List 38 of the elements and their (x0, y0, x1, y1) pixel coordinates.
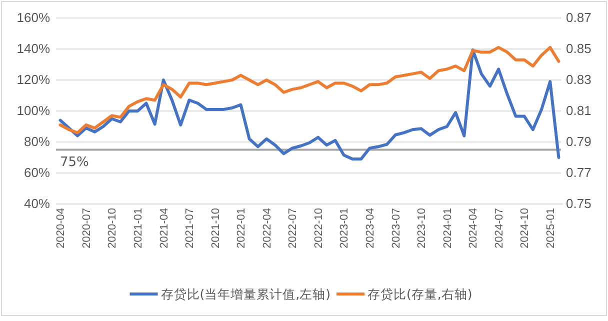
x-tick-label: 2020-04 (55, 208, 68, 248)
y-tick-label: 60% (24, 165, 50, 180)
y-tick-label: 100% (16, 103, 50, 118)
legend-label: 存贷比(当年增量累计值,左轴) (160, 286, 330, 302)
x-tick-label: 2020-10 (106, 208, 119, 248)
y-tick-label: 40% (24, 196, 50, 212)
x-tick-label: 2022-07 (287, 208, 300, 248)
y2-tick-label: 0.81 (566, 103, 592, 118)
legend-label: 存贷比(存量,右轴) (368, 286, 472, 302)
x-tick-label: 2025-01 (544, 208, 557, 248)
y-tick-label: 140% (16, 41, 50, 56)
y-tick-label: 160% (16, 10, 50, 26)
line-series (58, 46, 560, 134)
x-tick-label: 2022-01 (236, 208, 248, 248)
y2-tick-label: 0.85 (566, 41, 592, 56)
y-tick-label: 120% (16, 72, 50, 88)
x-tick-label: 2021-04 (158, 208, 170, 248)
x-tick-label: 2024-04 (468, 208, 480, 248)
x-tick-label: 2021-01 (132, 208, 144, 248)
x-tick-label: 2023-04 (364, 208, 377, 248)
x-tick-label: 2020-07 (80, 208, 93, 248)
y2-tick-label: 0.83 (566, 72, 592, 88)
x-tick-label: 2024-10 (519, 208, 532, 248)
y-tick-label: 80% (24, 134, 50, 150)
y2-tick-label: 0.87 (566, 10, 592, 26)
x-tick-label: 2024-01 (442, 208, 454, 248)
y2-tick-label: 0.79 (566, 134, 592, 150)
x-tick-label: 2022-04 (261, 208, 274, 248)
x-tick-label: 2024-07 (493, 208, 506, 248)
ref-line-label: 75% (60, 154, 89, 170)
x-tick-label: 2022-10 (312, 208, 325, 248)
x-tick-label: 2021-10 (210, 208, 222, 248)
x-tick-label: 2021-07 (184, 208, 196, 248)
x-tick-label: 2023-01 (338, 208, 351, 248)
x-tick-label: 2023-07 (390, 208, 402, 248)
y2-tick-label: 0.75 (566, 196, 592, 212)
y2-tick-label: 0.77 (566, 165, 592, 180)
x-tick-label: 2023-10 (416, 208, 428, 248)
